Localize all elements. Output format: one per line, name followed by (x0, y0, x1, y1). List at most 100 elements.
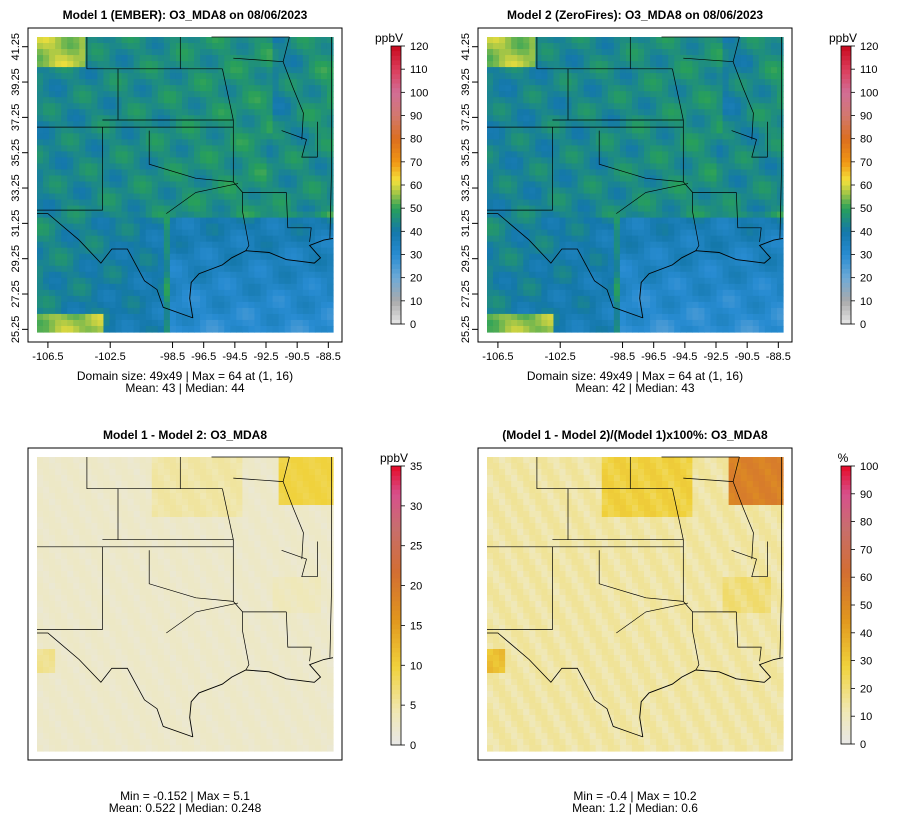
heatmap-cell (656, 73, 663, 80)
heatmap-cell (529, 313, 536, 321)
heatmap-cell (607, 103, 615, 110)
heatmap-cell (668, 85, 675, 92)
heatmap-cell (91, 277, 99, 285)
heatmap-cell (206, 91, 213, 98)
heatmap-cell (559, 85, 567, 92)
heatmap-cell (115, 145, 123, 152)
heatmap-cell (79, 85, 86, 92)
heatmap-cell (746, 235, 754, 243)
heatmap-cell (43, 133, 50, 140)
heatmap-cell (770, 325, 778, 333)
heatmap-cell (680, 277, 687, 285)
heatmap-cell (230, 211, 237, 219)
heatmap-cell (517, 67, 524, 74)
heatmap-cell (764, 109, 772, 116)
heatmap-cell (272, 67, 280, 74)
heatmap-cell (175, 115, 183, 122)
heatmap-cell (535, 307, 542, 315)
heatmap-cell (619, 223, 627, 231)
heatmap-cell (67, 259, 74, 267)
heatmap-cell (157, 73, 165, 80)
heatmap-cell (770, 109, 778, 116)
heatmap-cell (91, 127, 99, 134)
heatmap-cell (704, 163, 712, 171)
heatmap-cell (559, 283, 567, 291)
heatmap-cell (541, 43, 549, 50)
heatmap-cell (571, 313, 579, 321)
heatmap-cell (302, 79, 310, 86)
heatmap-cell (704, 259, 712, 267)
heatmap-cell (565, 289, 573, 297)
heatmap-cell (200, 79, 207, 86)
heatmap-cell (218, 283, 225, 291)
heatmap-cell (254, 277, 262, 285)
heatmap-cell (121, 175, 129, 183)
heatmap-cell (194, 133, 201, 140)
heatmap-cell (127, 283, 135, 291)
heatmap-cell (61, 253, 68, 261)
heatmap-cell (320, 37, 328, 44)
heatmap-cell (704, 49, 712, 56)
heatmap-cell (571, 181, 579, 189)
heatmap-cell (607, 313, 615, 321)
heatmap-cell (212, 103, 219, 110)
heatmap-cell (674, 265, 681, 273)
heatmap-cell (242, 121, 250, 128)
heatmap-cell (668, 319, 675, 327)
heatmap-cell (764, 61, 772, 68)
heatmap-cell (73, 241, 80, 249)
heatmap-cell (656, 229, 663, 237)
heatmap-cell (43, 193, 50, 201)
heatmap-cell (230, 307, 237, 315)
heatmap-cell (157, 211, 165, 219)
heatmap-cell (266, 79, 274, 86)
heatmap-cell (49, 307, 56, 315)
heatmap-cell (103, 295, 111, 303)
heatmap-cell (571, 67, 579, 74)
heatmap-cell (266, 253, 274, 261)
heatmap-cell (145, 259, 153, 267)
heatmap-cell (97, 193, 105, 201)
heatmap-cell (181, 73, 189, 80)
heatmap-cell (314, 127, 322, 134)
heatmap-cell (493, 199, 500, 207)
heatmap-cell (236, 259, 243, 267)
heatmap-cell (601, 67, 609, 74)
heatmap-cell (260, 241, 268, 249)
heatmap-cell (740, 199, 748, 207)
heatmap-cell (224, 175, 231, 183)
heatmap-cell (541, 91, 549, 98)
heatmap-cell (656, 85, 663, 92)
heatmap-cell (145, 217, 153, 225)
heatmap-cell (577, 61, 585, 68)
heatmap-cell (746, 265, 754, 273)
heatmap-cell (758, 175, 766, 183)
heatmap-cell (535, 163, 542, 171)
heatmap-cell (776, 43, 784, 50)
heatmap-cell (529, 139, 536, 146)
heatmap-cell (200, 91, 207, 98)
heatmap-cell (505, 109, 512, 116)
heatmap-cell (79, 193, 86, 201)
heatmap-cell (85, 277, 92, 285)
heatmap-cell (710, 229, 718, 237)
heatmap-cell (284, 67, 292, 74)
heatmap-cell (517, 163, 524, 171)
heatmap-cell (139, 91, 147, 98)
heatmap-cell (91, 181, 99, 189)
heatmap-cell (589, 103, 597, 110)
heatmap-cell (218, 169, 225, 177)
heatmap-cell (704, 43, 712, 50)
heatmap-cell (710, 61, 718, 68)
heatmap-cell (302, 49, 310, 56)
heatmap-cell (175, 307, 183, 315)
heatmap-cell (740, 127, 748, 134)
heatmap-cell (559, 181, 567, 189)
heatmap-cell (218, 97, 225, 104)
heatmap-cell (278, 223, 286, 231)
heatmap-cell (752, 139, 760, 146)
heatmap-cell (656, 295, 663, 303)
heatmap-cell (638, 301, 645, 309)
heatmap-cell (194, 289, 201, 297)
heatmap-cell (91, 133, 99, 140)
